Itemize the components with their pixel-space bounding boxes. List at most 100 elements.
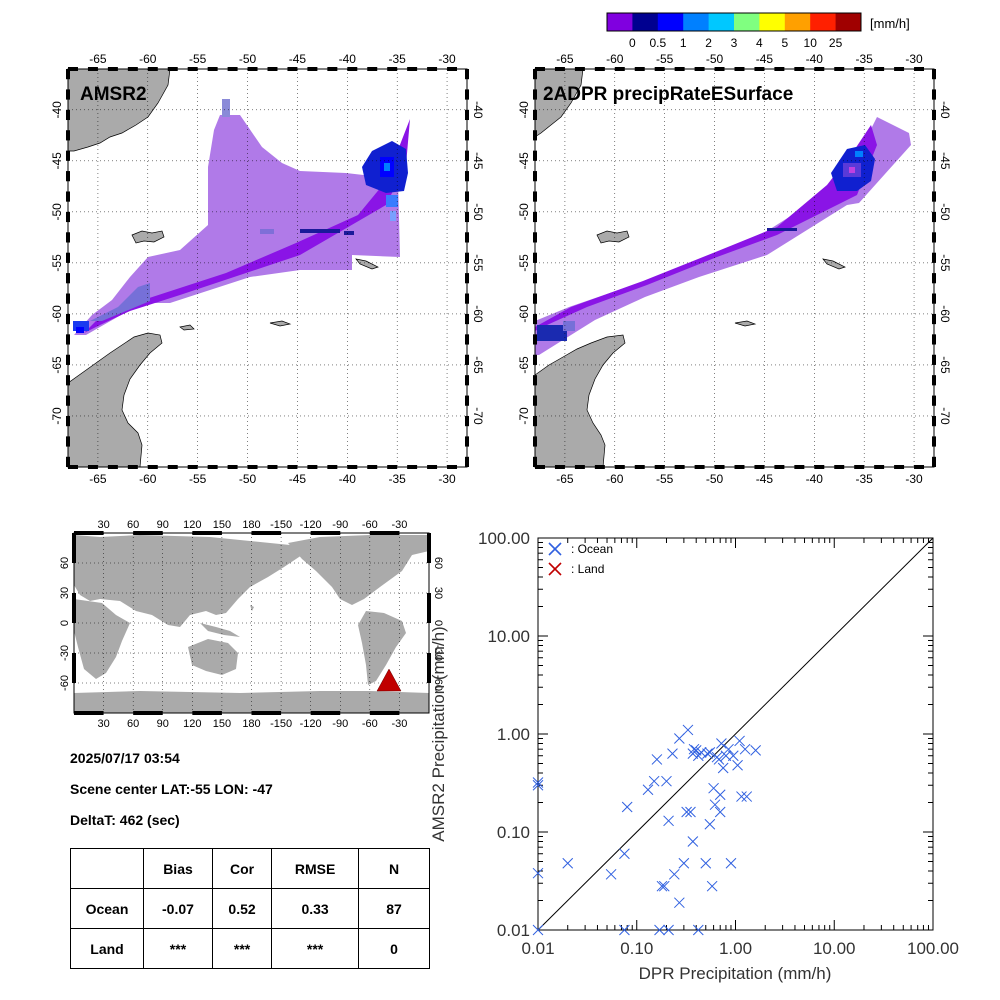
lat-tick-label: -70	[471, 407, 485, 425]
colorbar-tick-label: 25	[829, 36, 843, 50]
datetime-label: 2025/07/17 03:54	[70, 750, 180, 766]
land-bias: ***	[143, 928, 213, 969]
lon-tick-label: -30	[391, 519, 407, 531]
data-point-ocean	[532, 924, 544, 936]
colorbar-cell	[708, 13, 735, 31]
lat-tick-label: 0	[432, 620, 444, 626]
lat-tick-label: -45	[471, 152, 485, 170]
lat-tick-label: -70	[938, 407, 952, 425]
ocean-bias: -0.07	[143, 888, 213, 929]
lon-tick-label: -30	[438, 52, 456, 66]
y-tick-label: 10.00	[487, 627, 530, 646]
lon-tick-label: 150	[213, 718, 231, 730]
colorbar-tick-label: 1	[680, 36, 687, 50]
colorbar-cell	[683, 13, 710, 31]
lat-tick-label: -40	[938, 101, 952, 119]
data-point-ocean	[668, 868, 680, 880]
table-header-row: Bias Cor RMSE N	[70, 848, 430, 889]
lat-tick-label: 30	[59, 587, 71, 599]
amsr2-swath-core	[84, 119, 410, 333]
row-label: Ocean	[70, 888, 144, 929]
ocean-cor: 0.52	[211, 888, 273, 929]
data-point-ocean	[741, 791, 753, 802]
data-point-ocean	[685, 806, 696, 818]
data-point-ocean	[663, 924, 674, 936]
data-point-ocean	[688, 743, 700, 755]
land-south-georgia	[822, 258, 846, 270]
lon-tick-label: -40	[806, 472, 824, 486]
land-n: 0	[358, 928, 430, 969]
lon-tick-label: -55	[656, 52, 674, 66]
lat-tick-label: -60	[432, 675, 444, 691]
land-south-america	[68, 69, 171, 152]
lat-tick-label: -65	[517, 356, 531, 374]
land-cor: ***	[211, 928, 273, 969]
lon-tick-label: -55	[189, 472, 207, 486]
lon-tick-label: -65	[89, 472, 107, 486]
lat-tick-label: -55	[50, 254, 64, 272]
lon-tick-label: -40	[339, 472, 357, 486]
amsr2-swath	[74, 115, 400, 335]
lon-tick-label: -40	[339, 52, 357, 66]
data-point-ocean	[532, 779, 544, 791]
land-north-america	[288, 535, 429, 605]
lon-tick-label: -45	[289, 52, 307, 66]
ocean-n: 87	[358, 888, 430, 929]
data-point-ocean	[704, 818, 716, 830]
data-point-ocean	[714, 789, 726, 801]
data-point-ocean	[736, 791, 747, 802]
x-axis-label: DPR Precipitation (mm/h)	[639, 964, 832, 983]
data-point-ocean	[734, 735, 745, 747]
y-axis-label: AMSR2 Precipitation (mm/h)	[429, 626, 448, 841]
y-tick-label: 0.01	[497, 921, 530, 940]
table-header-cor: Cor	[211, 848, 273, 889]
colorbar-tick-label: 5	[781, 36, 788, 50]
colorbar-cell	[657, 13, 684, 31]
lat-tick-label: -45	[50, 152, 64, 170]
table-header-n: N	[358, 848, 430, 889]
data-point-ocean	[713, 754, 725, 765]
y-tick-label: 0.10	[497, 823, 530, 842]
colorbar-cell	[784, 13, 811, 31]
data-point-ocean	[673, 733, 685, 744]
colorbar-cell	[759, 13, 786, 31]
lat-tick-label: -40	[50, 101, 64, 119]
lon-tick-label: -60	[139, 52, 157, 66]
lat-tick-label: 60	[59, 557, 71, 569]
lon-tick-label: -60	[606, 472, 624, 486]
x-tick-label: 0.01	[521, 939, 554, 958]
lon-tick-label: -50	[239, 52, 257, 66]
lat-tick-label: -40	[517, 101, 531, 119]
lat-tick-label: 60	[432, 557, 444, 569]
data-point-ocean	[700, 857, 712, 869]
lon-tick-label: -30	[391, 718, 407, 730]
land-islands	[200, 623, 240, 637]
data-point-ocean	[661, 775, 672, 787]
data-point-ocean	[658, 880, 670, 892]
data-point-ocean	[678, 857, 690, 869]
colorbar-cell	[734, 13, 760, 31]
data-point-ocean	[656, 880, 668, 892]
table-row: Ocean -0.07 0.52 0.33 87	[70, 888, 430, 929]
colorbar-cell	[810, 13, 837, 31]
x-tick-label: 100.00	[907, 939, 959, 958]
data-point-ocean	[717, 762, 729, 774]
colorbar: 0 0.5 1 2 3 4 5 10 25 [mm/h]	[606, 12, 910, 50]
lat-tick-label: -65	[471, 356, 485, 374]
lat-tick-label: -30	[59, 645, 71, 661]
colorbar-tick-label: 2	[705, 36, 712, 50]
legend-label-land: : Land	[571, 562, 604, 576]
legend-marker-ocean	[548, 542, 562, 556]
lon-tick-label: 30	[97, 718, 109, 730]
lon-tick-label: -30	[905, 472, 923, 486]
lon-tick-label: -40	[806, 52, 824, 66]
lat-tick-label: -60	[471, 305, 485, 323]
data-point-ocean	[682, 724, 694, 736]
lon-tick-label: -60	[362, 718, 378, 730]
data-point-ocean	[687, 836, 699, 847]
lat-tick-label: -50	[471, 203, 485, 221]
table-header-bias: Bias	[143, 848, 213, 889]
data-point-ocean	[704, 746, 716, 758]
lon-tick-label: -65	[89, 52, 107, 66]
colorbar-cell	[835, 13, 862, 31]
